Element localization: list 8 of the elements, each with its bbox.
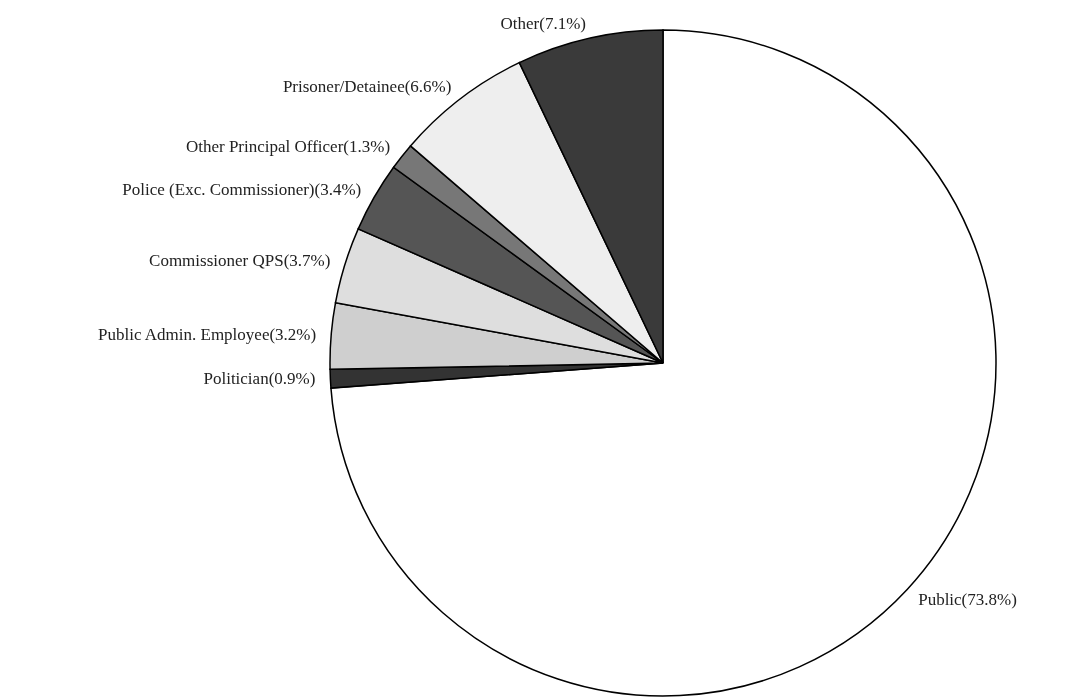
slice-label: Prisoner/Detainee(6.6%)	[282, 76, 452, 96]
slice-label: Other(7.1%)	[500, 13, 587, 33]
slice-label: Other Principal Officer(1.3%)	[185, 137, 391, 157]
slice-label: Public(73.8%)	[918, 589, 1017, 609]
slice-label: Public Admin. Employee(3.2%)	[98, 324, 317, 344]
slice-label: Police (Exc. Commissioner)(3.4%)	[122, 179, 362, 199]
slice-label: Commissioner QPS(3.7%)	[149, 250, 331, 270]
slice-label: Politician(0.9%)	[203, 369, 316, 389]
